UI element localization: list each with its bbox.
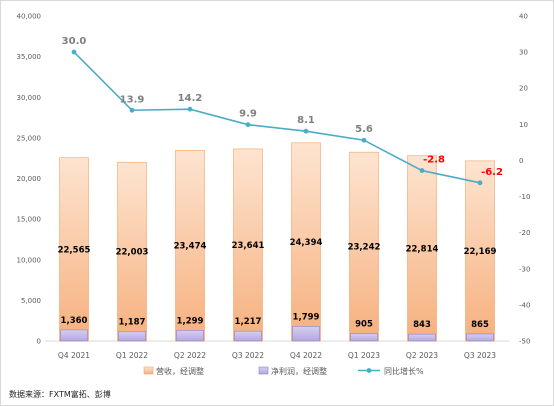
revenue-data-label: 24,394	[290, 238, 323, 248]
growth-data-label: 5.6	[355, 124, 373, 135]
right-axis-tick: 20	[519, 85, 528, 93]
growth-point	[129, 107, 135, 113]
revenue-data-label: 22,169	[464, 247, 497, 257]
growth-data-label: -6.2	[481, 167, 503, 178]
growth-point	[71, 49, 77, 55]
revenue-bar	[291, 142, 321, 342]
growth-point	[187, 106, 193, 112]
net-profit-bar	[60, 329, 88, 342]
legend: 营收，经调整 净利润，经调整 同比增长%	[143, 366, 424, 376]
net-profit-data-label: 905	[355, 320, 373, 330]
net-profit-bar	[292, 326, 320, 342]
growth-point	[303, 128, 309, 134]
category-label: Q4 2021	[58, 351, 90, 360]
net-profit-data-label: 1,217	[235, 317, 262, 327]
legend-swatch-revenue	[143, 366, 154, 375]
category-label: Q3 2023	[464, 351, 496, 360]
right-axis-tick: -30	[519, 265, 530, 273]
category-label: Q4 2022	[290, 351, 322, 360]
revenue-data-label: 23,242	[348, 243, 381, 253]
revenue-data-label: 23,474	[174, 242, 207, 252]
left-axis-tick: 40,000	[17, 13, 42, 21]
revenue-bar	[349, 151, 379, 342]
growth-point	[361, 137, 367, 143]
category-axis: Q4 2021 Q1 2022 Q2 2022 Q3 2022 Q4 2022 Q1 20…	[58, 351, 496, 360]
category-label: Q1 2023	[348, 351, 380, 360]
right-axis-tick: -10	[519, 193, 530, 201]
right-axis-tick: 30	[519, 49, 528, 57]
right-axis-tick: 0	[519, 157, 523, 165]
revenue-data-label: 22,814	[406, 244, 439, 254]
bar-series	[59, 142, 495, 342]
legend-marker-growth	[366, 368, 372, 373]
growth-data-label: 9.9	[239, 109, 257, 120]
growth-data-label: 13.9	[120, 94, 145, 105]
source-note: 数据来源：FXTM富拓、彭博	[9, 389, 111, 399]
right-axis-tick: 10	[519, 121, 528, 129]
net-profit-data-label: 1,360	[61, 316, 88, 326]
left-axis-tick: 35,000	[17, 53, 42, 61]
growth-line	[73, 51, 481, 184]
net-profit-bar	[118, 331, 146, 342]
left-axis-tick: 30,000	[17, 94, 42, 102]
right-axis-tick: -20	[519, 229, 530, 237]
right-axis: -50 -40 -30 -20 -10 0 10 20 30 40	[519, 13, 530, 346]
category-label: Q2 2022	[174, 351, 206, 360]
net-profit-data-label: 843	[413, 320, 431, 330]
revenue-data-label: 22,565	[58, 245, 91, 255]
revenue-bar	[175, 149, 205, 342]
category-label: Q2 2023	[406, 351, 438, 360]
growth-data-label: 14.2	[178, 93, 203, 104]
revenue-data-label: 23,641	[232, 241, 265, 251]
growth-data-label: 8.1	[297, 115, 315, 126]
revenue-data-label: 22,003	[116, 248, 149, 258]
net-profit-bar	[408, 333, 436, 342]
net-profit-data-label: 865	[471, 320, 489, 330]
net-profit-bar	[466, 333, 494, 342]
growth-data-label: -2.8	[423, 155, 445, 166]
left-axis-tick: 20,000	[17, 175, 42, 183]
left-axis-tick: 10,000	[17, 256, 42, 264]
left-axis-tick: 0	[37, 338, 41, 346]
growth-point	[419, 168, 425, 173]
category-label: Q3 2022	[232, 351, 264, 360]
data-labels: 22,565 22,003 23,474 23,641 24,394 23,242 22,8…	[58, 36, 503, 330]
legend-label-growth: 同比增长%	[384, 366, 424, 376]
right-axis-tick: 40	[519, 13, 528, 21]
net-profit-data-label: 1,187	[119, 317, 146, 327]
legend-swatch-net-profit	[258, 366, 269, 375]
revenue-bar	[407, 155, 437, 342]
net-profit-bar	[350, 333, 378, 342]
net-profit-bar	[234, 330, 262, 342]
growth-point	[477, 180, 483, 186]
legend-label-revenue: 营收，经调整	[156, 366, 204, 376]
growth-data-label: 30.0	[62, 36, 87, 47]
revenue-bar	[59, 157, 89, 342]
net-profit-bar	[176, 330, 204, 342]
growth-point	[245, 122, 251, 128]
category-label: Q1 2022	[116, 351, 148, 360]
net-profit-data-label: 1,299	[177, 316, 204, 326]
right-axis-tick: -40	[519, 301, 530, 309]
net-profit-data-label: 1,799	[293, 312, 320, 322]
revenue-bar	[233, 148, 263, 342]
right-axis-tick: -50	[519, 338, 530, 346]
legend-label-net-profit: 净利润，经调整	[271, 366, 327, 376]
growth-line-series	[71, 49, 483, 186]
left-axis-tick: 25,000	[17, 134, 42, 142]
revenue-bar	[465, 160, 495, 342]
left-axis-tick: 15,000	[17, 216, 42, 224]
left-axis-tick: 5,000	[21, 297, 41, 305]
